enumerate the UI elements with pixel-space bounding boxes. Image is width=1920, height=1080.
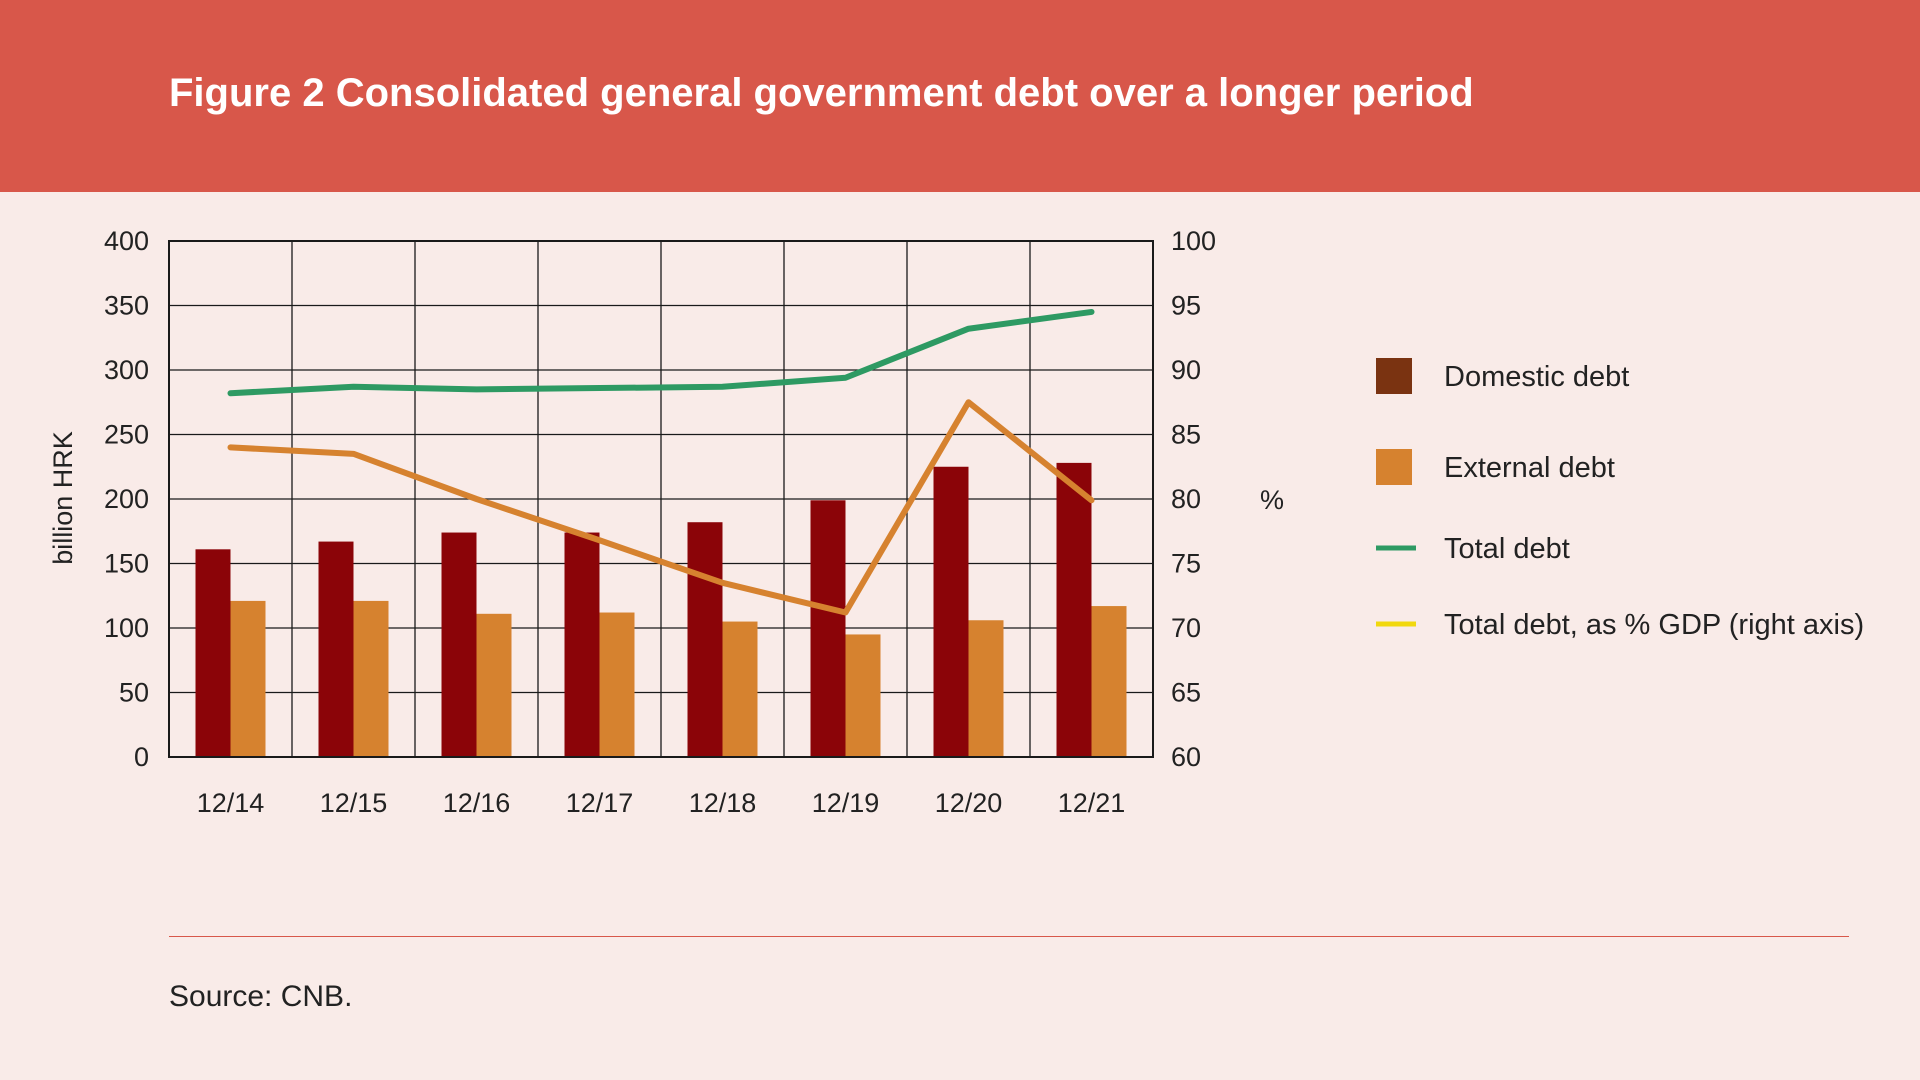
y2-tick-label: 85: [1171, 420, 1201, 450]
y2-tick-label: 80: [1171, 484, 1201, 514]
y-tick-label: 350: [104, 291, 149, 321]
x-tick-label: 12/17: [566, 788, 634, 818]
divider: [169, 936, 1849, 937]
legend-total-debt-label: Total debt: [1444, 533, 1570, 565]
y-tick-label: 0: [134, 742, 149, 772]
y2-tick-label: 95: [1171, 291, 1201, 321]
bar-domestic-debt: [687, 522, 723, 757]
bar-domestic-debt: [810, 500, 846, 757]
y2-tick-label: 100: [1171, 226, 1216, 256]
bar-external-debt: [599, 612, 635, 757]
x-tick-label: 12/14: [197, 788, 265, 818]
y2-axis-label: %: [1260, 485, 1284, 515]
x-tick-label: 12/18: [689, 788, 757, 818]
bar-external-debt: [476, 613, 512, 757]
y-tick-label: 300: [104, 355, 149, 385]
y-axis-label: billion HRK: [48, 431, 78, 565]
bar-domestic-debt: [318, 541, 354, 757]
y-tick-label: 100: [104, 613, 149, 643]
legend-domestic-debt-label: Domestic debt: [1444, 361, 1629, 393]
y2-tick-label: 60: [1171, 742, 1201, 772]
bar-external-debt: [353, 600, 389, 757]
legend-external-debt-swatch: [1376, 449, 1412, 485]
y-tick-label: 50: [119, 678, 149, 708]
chart-title: Figure 2 Consolidated general government…: [169, 71, 1474, 115]
legend-total-debt-pct-gdp-label: Total debt, as % GDP (right axis): [1444, 609, 1864, 641]
legend-domestic-debt-swatch: [1376, 358, 1412, 394]
bar-external-debt: [1091, 606, 1127, 757]
bar-domestic-debt: [441, 532, 477, 757]
legend-external-debt-label: External debt: [1444, 452, 1615, 484]
plot-frame: [168, 240, 1154, 758]
header-banner: Figure 2 Consolidated general government…: [0, 0, 1920, 192]
line-total-debt-pct-gdp: [227, 399, 1095, 616]
bar-domestic-debt: [564, 532, 600, 757]
x-tick-label: 12/19: [812, 788, 880, 818]
y2-tick-label: 70: [1171, 613, 1201, 643]
x-tick-label: 12/20: [935, 788, 1003, 818]
x-tick-label: 12/16: [443, 788, 511, 818]
bar-domestic-debt: [195, 549, 231, 757]
y-tick-label: 250: [104, 420, 149, 450]
bar-domestic-debt: [933, 466, 969, 757]
x-tick-label: 12/21: [1058, 788, 1126, 818]
bar-domestic-debt: [1056, 462, 1092, 757]
bar-external-debt: [845, 634, 881, 757]
bar-external-debt: [230, 600, 266, 757]
y-tick-label: 150: [104, 549, 149, 579]
bar-external-debt: [968, 620, 1004, 757]
y2-tick-label: 90: [1171, 355, 1201, 385]
y2-tick-label: 65: [1171, 678, 1201, 708]
bar-external-debt: [722, 621, 758, 757]
y-tick-label: 200: [104, 484, 149, 514]
y-tick-label: 400: [104, 226, 149, 256]
source-note: Source: CNB.: [169, 980, 353, 1013]
x-tick-label: 12/15: [320, 788, 388, 818]
line-total-debt: [227, 308, 1095, 397]
y2-tick-label: 75: [1171, 549, 1201, 579]
